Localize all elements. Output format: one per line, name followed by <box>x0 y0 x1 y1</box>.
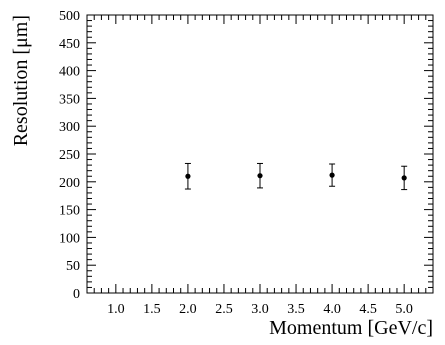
data-point <box>257 173 263 179</box>
x-axis-tick-labels: 1.0 1.5 2.0 2.5 3.0 3.5 4.0 4.5 5.0 <box>107 302 413 317</box>
x-tick-label: 2.0 <box>179 302 197 317</box>
y-tick-label: 300 <box>59 120 80 135</box>
x-axis-ticks <box>93 15 427 293</box>
y-tick-label: 350 <box>59 92 80 107</box>
y-axis-tick-labels: 0 50 100 150 200 250 300 350 400 450 500 <box>59 9 80 302</box>
y-tick-label: 150 <box>59 204 80 219</box>
y-tick-label: 50 <box>66 259 80 274</box>
y-tick-label: 100 <box>59 231 80 246</box>
plot-frame <box>86 14 434 294</box>
data-point <box>185 173 191 179</box>
x-tick-label: 4.5 <box>359 302 377 317</box>
x-tick-label: 3.5 <box>287 302 305 317</box>
y-tick-label: 450 <box>59 37 80 52</box>
x-tick-label: 4.0 <box>323 302 341 317</box>
data-point <box>329 172 335 178</box>
y-tick-label: 200 <box>59 176 80 191</box>
x-tick-label: 3.0 <box>251 302 269 317</box>
y-tick-label: 250 <box>59 148 80 163</box>
y-tick-label: 0 <box>73 287 80 302</box>
y-tick-label: 400 <box>59 65 80 80</box>
data-points <box>184 162 408 191</box>
x-axis-title: Momentum [GeV/c] <box>269 317 433 339</box>
x-tick-label: 5.0 <box>395 302 413 317</box>
x-tick-label: 1.5 <box>143 302 161 317</box>
data-point <box>401 175 407 181</box>
x-tick-label: 1.0 <box>107 302 125 317</box>
y-axis-title: Resolution [μm] <box>10 15 32 146</box>
y-tick-label: 500 <box>59 9 80 24</box>
x-tick-label: 2.5 <box>215 302 233 317</box>
y-axis-ticks <box>87 14 433 294</box>
